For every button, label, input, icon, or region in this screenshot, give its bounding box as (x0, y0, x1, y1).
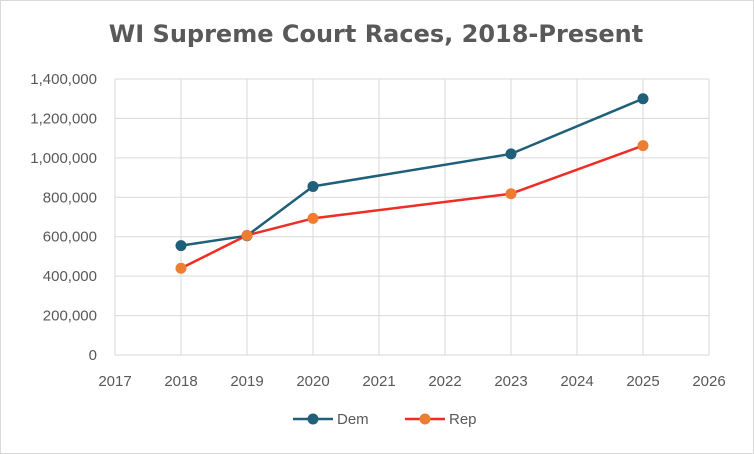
series-line-rep (179, 144, 645, 270)
y-tick-label: 1,400,000 (30, 71, 97, 88)
x-tick-label: 2026 (692, 373, 725, 390)
legend-marker-dem (307, 413, 319, 425)
x-tick-label: 2019 (230, 373, 263, 390)
x-tick-label: 2025 (626, 373, 659, 390)
data-point-dem (175, 240, 187, 252)
y-tick-label: 200,000 (43, 308, 97, 325)
data-point-rep (307, 212, 319, 224)
series-layer (175, 93, 649, 274)
y-tick-label: 400,000 (43, 268, 97, 285)
y-tick-label: 600,000 (43, 229, 97, 246)
legend: Dem Rep (293, 411, 477, 428)
legend-label-rep: Rep (449, 411, 477, 428)
data-point-rep (505, 188, 517, 200)
data-point-dem (307, 180, 319, 192)
x-tick-label: 2021 (362, 373, 395, 390)
y-tick-label: 1,000,000 (30, 150, 97, 167)
x-tick-label: 2017 (98, 373, 131, 390)
chart-title: WI Supreme Court Races, 2018-Present (108, 20, 644, 48)
data-point-dem (637, 93, 649, 105)
legend-label-dem: Dem (337, 411, 369, 428)
grid (114, 78, 710, 356)
x-tick-label: 2020 (296, 373, 329, 390)
x-tick-label: 2022 (428, 373, 461, 390)
x-tick-label: 2018 (164, 373, 197, 390)
data-point-rep (637, 140, 649, 152)
legend-marker-rep (419, 413, 431, 425)
y-tick-label: 800,000 (43, 189, 97, 206)
x-tick-label: 2023 (494, 373, 527, 390)
y-tick-label: 0 (89, 347, 97, 364)
y-tick-label: 1,200,000 (30, 110, 97, 127)
data-point-dem (505, 148, 517, 160)
axes: 0 200,000 400,000 600,000 800,000 1,000,000 1,… (30, 71, 725, 390)
data-point-rep (241, 229, 253, 241)
data-point-rep (175, 262, 187, 274)
x-tick-label: 2024 (560, 373, 593, 390)
